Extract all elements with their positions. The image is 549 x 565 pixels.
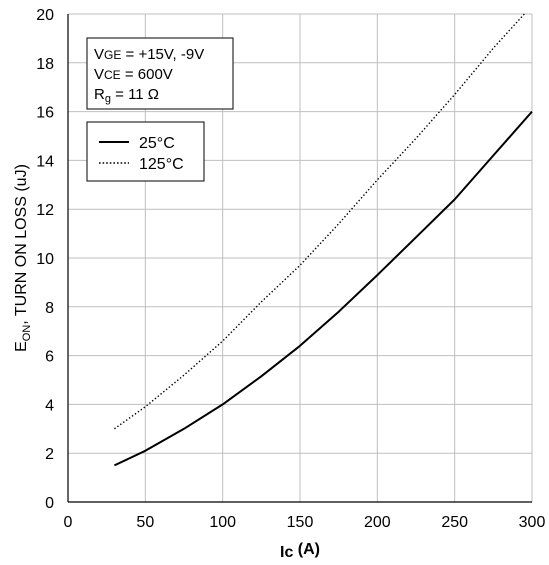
series-line-125c — [113, 13, 525, 430]
legend-frame — [86, 121, 205, 182]
legend: 25°C 125°C — [86, 121, 205, 182]
x-axis-title: Ic (A) — [280, 541, 320, 561]
y-tick-label: 16 — [36, 105, 54, 122]
x-tick-label: 150 — [287, 514, 314, 531]
x-tick-labels: 0 50 100 150 200 250 300 — [64, 514, 546, 531]
y-tick-labels: 0 2 4 6 8 10 12 14 16 18 20 — [36, 7, 54, 512]
y-tick-label: 10 — [36, 251, 54, 268]
y-tick-label: 8 — [45, 300, 54, 317]
condition-vce: VCE = 600V — [94, 66, 173, 83]
y-axis-title-main: E — [13, 341, 30, 352]
legend-label-25c: 25°C — [139, 135, 175, 152]
condition-vge: VGE = +15V, -9V — [94, 46, 204, 63]
conditions-box-frame — [86, 37, 234, 110]
x-tick-label: 50 — [136, 514, 154, 531]
y-axis-title-sub: ON — [21, 325, 33, 342]
y-tick-label: 12 — [36, 202, 54, 219]
y-tick-label: 0 — [45, 495, 54, 512]
y-tick-label: 20 — [36, 7, 54, 24]
x-tick-label: 0 — [64, 514, 73, 531]
x-axis-title-unit: (A) — [293, 541, 320, 558]
x-tick-label: 250 — [441, 514, 468, 531]
y-tick-label: 18 — [36, 56, 54, 73]
legend-label-125c: 125°C — [139, 156, 184, 173]
grid — [68, 13, 533, 502]
series-line-25c — [113, 110, 533, 467]
y-axis-title-rest: , TURN ON LOSS (uJ) — [13, 164, 30, 325]
condition-rg: Rg = 11 Ω — [94, 86, 159, 105]
conditions-box: VGE = +15V, -9V VCE = 600V Rg = 11 Ω — [86, 37, 234, 110]
y-tick-label: 2 — [45, 446, 54, 463]
y-axis-title: EON, TURN ON LOSS (uJ) — [13, 164, 33, 352]
axes — [67, 14, 532, 503]
x-axis-title-main: Ic — [280, 544, 293, 561]
x-tick-label: 300 — [519, 514, 546, 531]
y-tick-label: 14 — [36, 153, 54, 170]
y-tick-label: 4 — [45, 397, 54, 414]
series — [113, 13, 533, 467]
x-tick-label: 200 — [364, 514, 391, 531]
x-tick-label: 100 — [209, 514, 236, 531]
y-tick-label: 6 — [45, 349, 54, 366]
